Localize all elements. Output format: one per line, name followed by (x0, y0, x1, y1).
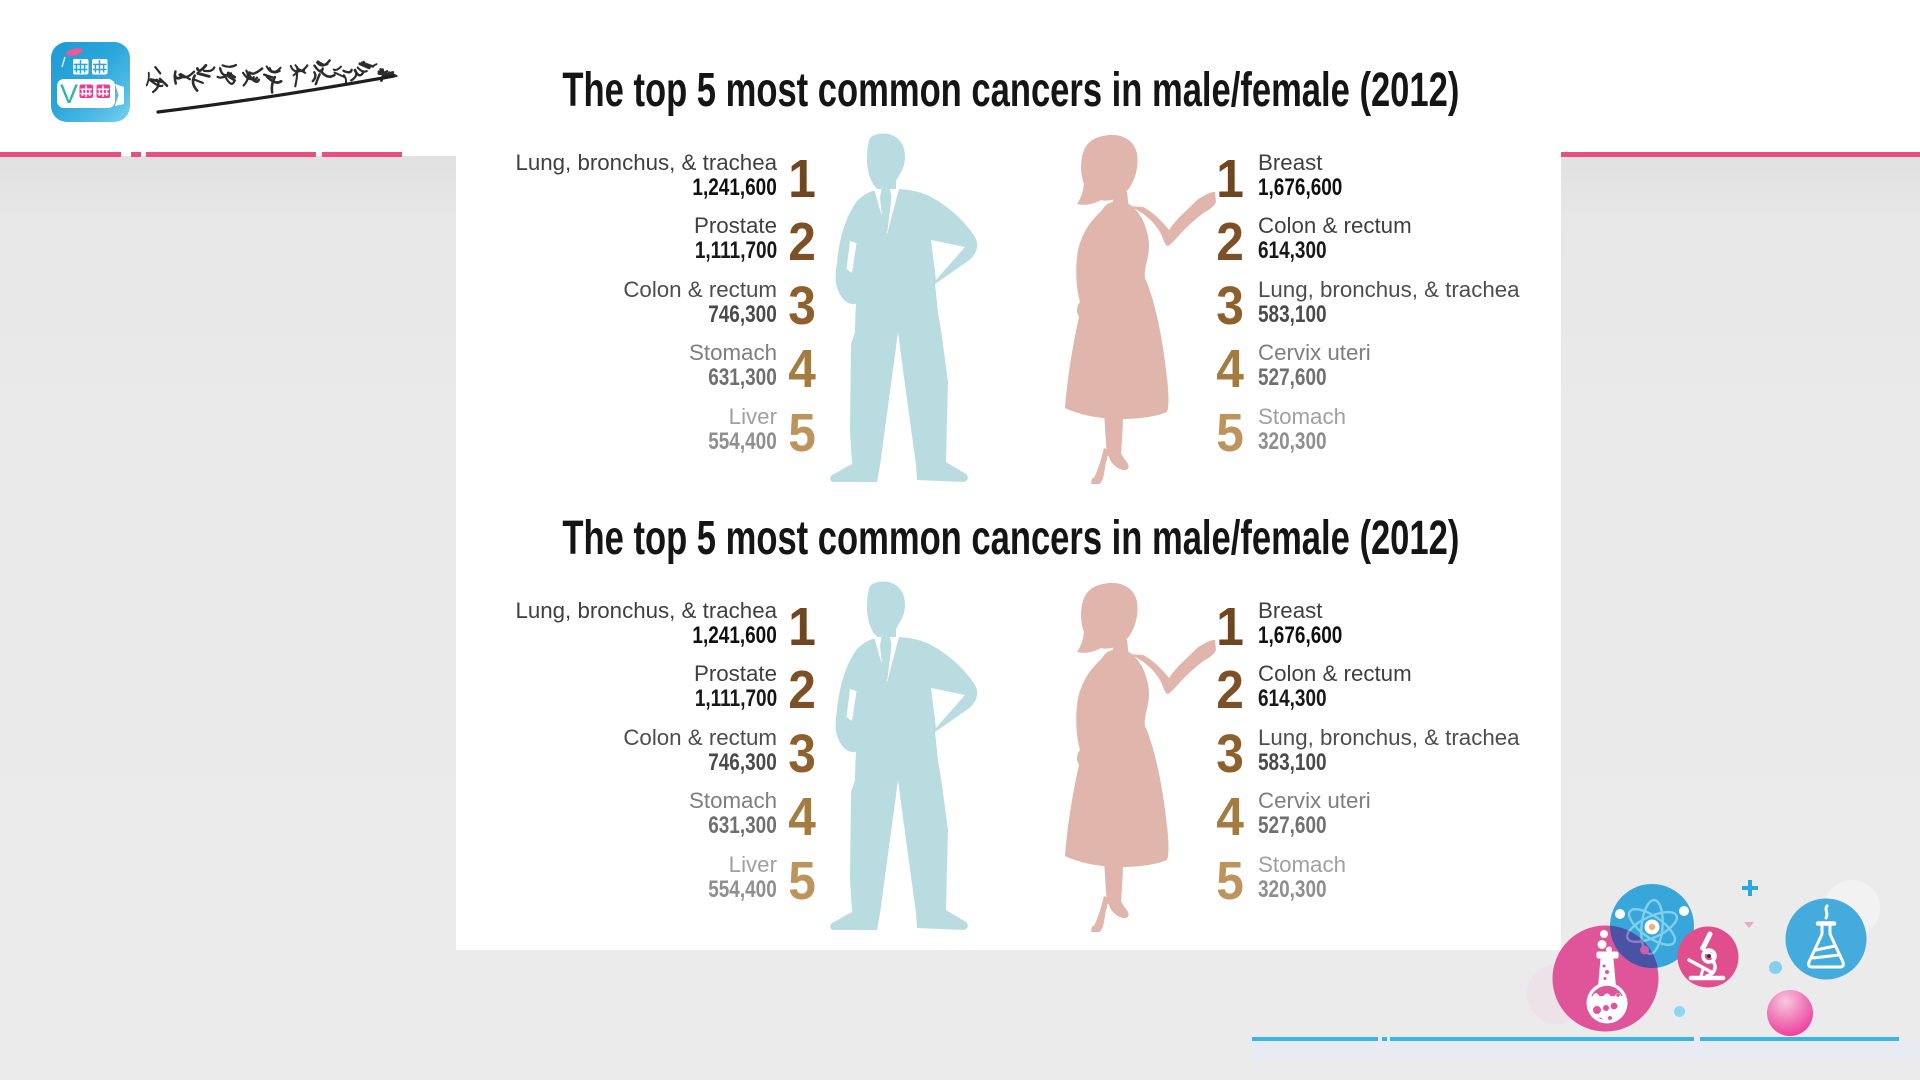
svg-text:V: V (60, 79, 78, 109)
